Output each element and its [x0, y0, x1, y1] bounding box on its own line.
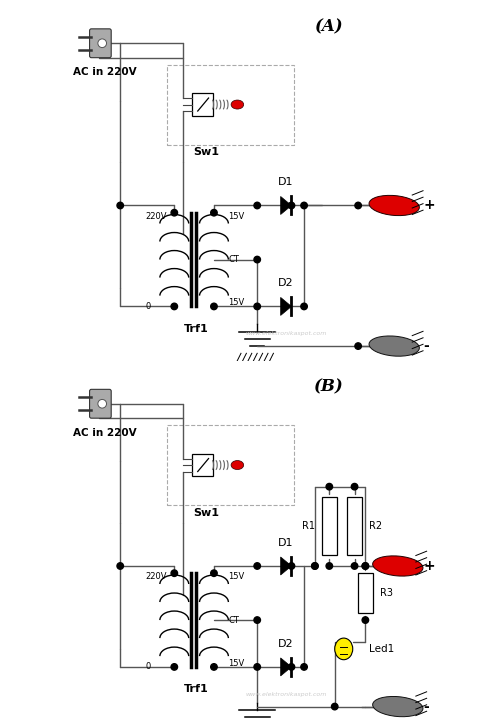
- Bar: [358, 573, 372, 613]
- Circle shape: [117, 202, 123, 209]
- Text: R3: R3: [380, 588, 393, 598]
- Circle shape: [210, 303, 217, 310]
- Text: D2: D2: [278, 278, 294, 288]
- Circle shape: [210, 663, 217, 671]
- Ellipse shape: [231, 461, 243, 469]
- Circle shape: [98, 39, 106, 48]
- Circle shape: [254, 256, 260, 263]
- Text: Trf1: Trf1: [184, 324, 208, 334]
- Text: 15V: 15V: [228, 659, 244, 668]
- Circle shape: [288, 663, 294, 671]
- Circle shape: [254, 663, 260, 671]
- Text: Trf1: Trf1: [184, 684, 208, 694]
- Polygon shape: [280, 196, 291, 215]
- Circle shape: [312, 562, 318, 570]
- Circle shape: [171, 303, 177, 310]
- Text: AC in 220V: AC in 220V: [74, 67, 137, 77]
- Text: 220V: 220V: [146, 572, 167, 581]
- Text: R2: R2: [369, 521, 382, 531]
- Circle shape: [288, 562, 294, 570]
- Text: 0: 0: [146, 302, 150, 311]
- Circle shape: [312, 562, 318, 570]
- Text: CT: CT: [228, 255, 239, 264]
- Polygon shape: [280, 557, 291, 575]
- Text: CT: CT: [228, 616, 239, 624]
- Circle shape: [362, 562, 368, 570]
- Bar: [348, 497, 362, 555]
- Ellipse shape: [372, 696, 423, 717]
- Text: -: -: [423, 339, 429, 353]
- Text: D1: D1: [278, 177, 294, 187]
- Circle shape: [355, 202, 362, 209]
- Text: 220V: 220V: [146, 212, 167, 221]
- Circle shape: [117, 562, 123, 570]
- Circle shape: [362, 616, 368, 623]
- Text: Led1: Led1: [369, 644, 394, 654]
- Circle shape: [301, 663, 308, 671]
- Text: www.elektronikaspot.com: www.elektronikaspot.com: [246, 691, 326, 696]
- Circle shape: [254, 202, 260, 209]
- Ellipse shape: [369, 195, 420, 216]
- Text: D1: D1: [278, 538, 294, 548]
- Ellipse shape: [369, 336, 420, 356]
- Circle shape: [171, 663, 177, 671]
- Circle shape: [326, 562, 332, 570]
- Circle shape: [171, 209, 177, 216]
- Polygon shape: [280, 297, 291, 316]
- Text: (B): (B): [314, 379, 344, 396]
- Text: 0: 0: [146, 663, 150, 671]
- Text: -: -: [423, 699, 429, 714]
- Circle shape: [171, 570, 177, 577]
- Text: +: +: [423, 198, 434, 213]
- Circle shape: [301, 202, 308, 209]
- FancyBboxPatch shape: [192, 93, 212, 115]
- Circle shape: [98, 399, 106, 408]
- Text: 15V: 15V: [228, 572, 244, 581]
- Text: D2: D2: [278, 639, 294, 649]
- Circle shape: [362, 562, 368, 570]
- Text: R1: R1: [302, 521, 315, 531]
- Ellipse shape: [231, 100, 243, 109]
- Text: 15V: 15V: [228, 298, 244, 307]
- Bar: [322, 497, 336, 555]
- Circle shape: [254, 616, 260, 623]
- Polygon shape: [280, 658, 291, 676]
- Text: (A): (A): [315, 18, 344, 35]
- Circle shape: [326, 484, 332, 490]
- FancyBboxPatch shape: [90, 29, 111, 58]
- Text: 15V: 15V: [228, 212, 244, 221]
- Text: Sw1: Sw1: [194, 147, 220, 157]
- Circle shape: [301, 303, 308, 310]
- Text: Sw1: Sw1: [194, 508, 220, 518]
- Ellipse shape: [372, 556, 423, 576]
- Ellipse shape: [334, 638, 352, 660]
- Circle shape: [254, 303, 260, 310]
- Circle shape: [355, 342, 362, 350]
- Circle shape: [210, 209, 217, 216]
- Circle shape: [352, 484, 358, 490]
- FancyBboxPatch shape: [192, 454, 212, 476]
- Circle shape: [254, 562, 260, 570]
- FancyBboxPatch shape: [90, 389, 111, 418]
- Circle shape: [288, 202, 294, 209]
- Circle shape: [210, 570, 217, 577]
- Circle shape: [352, 562, 358, 570]
- Circle shape: [332, 704, 338, 709]
- Text: www.elektronikaspot.com: www.elektronikaspot.com: [246, 331, 326, 336]
- Text: AC in 220V: AC in 220V: [74, 428, 137, 438]
- Text: +: +: [423, 559, 434, 573]
